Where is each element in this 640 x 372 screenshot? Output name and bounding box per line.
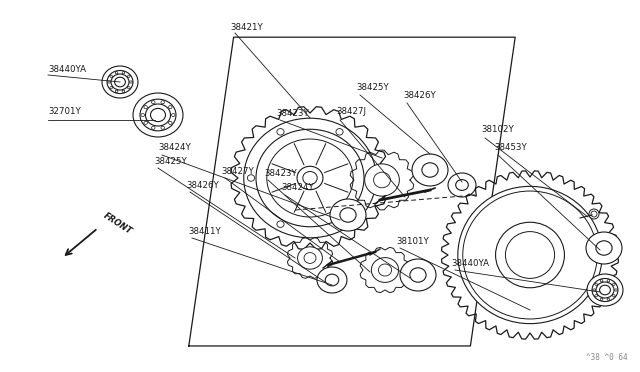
Ellipse shape xyxy=(592,279,618,302)
Ellipse shape xyxy=(133,93,183,137)
Text: 38102Y: 38102Y xyxy=(481,125,514,135)
Ellipse shape xyxy=(378,264,392,276)
Ellipse shape xyxy=(371,257,399,282)
Ellipse shape xyxy=(448,173,476,197)
Ellipse shape xyxy=(298,247,323,269)
Text: FRONT: FRONT xyxy=(102,211,134,236)
Text: 38427J: 38427J xyxy=(336,108,366,116)
Text: 38423Y: 38423Y xyxy=(264,169,297,177)
Ellipse shape xyxy=(267,139,353,217)
Text: 38101Y: 38101Y xyxy=(396,237,429,246)
Ellipse shape xyxy=(115,77,125,87)
Text: 38427Y: 38427Y xyxy=(221,167,253,176)
Ellipse shape xyxy=(244,118,376,238)
Text: 38423Y: 38423Y xyxy=(276,109,308,118)
Ellipse shape xyxy=(587,274,623,306)
Text: 38424Y: 38424Y xyxy=(281,183,314,192)
Ellipse shape xyxy=(340,208,356,222)
Text: 38425Y: 38425Y xyxy=(154,157,187,166)
Ellipse shape xyxy=(456,180,468,190)
Ellipse shape xyxy=(102,66,138,98)
Ellipse shape xyxy=(400,259,436,291)
Ellipse shape xyxy=(304,253,316,263)
Text: 32701Y: 32701Y xyxy=(48,108,81,116)
Ellipse shape xyxy=(150,108,166,122)
Text: 38440YA: 38440YA xyxy=(48,65,86,74)
Text: 38426Y: 38426Y xyxy=(403,92,436,100)
Ellipse shape xyxy=(458,186,602,324)
Ellipse shape xyxy=(365,164,399,196)
Ellipse shape xyxy=(297,166,323,190)
Ellipse shape xyxy=(596,241,612,255)
Ellipse shape xyxy=(317,267,347,293)
Ellipse shape xyxy=(600,285,611,295)
Ellipse shape xyxy=(495,222,564,288)
Ellipse shape xyxy=(325,274,339,286)
Text: 38440YA: 38440YA xyxy=(451,259,489,267)
Ellipse shape xyxy=(506,232,555,278)
Ellipse shape xyxy=(463,191,597,319)
Text: 38426Y: 38426Y xyxy=(186,180,219,189)
Text: ^38 ^0 64: ^38 ^0 64 xyxy=(586,353,628,362)
Ellipse shape xyxy=(145,104,170,126)
Ellipse shape xyxy=(256,129,364,227)
Ellipse shape xyxy=(589,209,599,219)
Ellipse shape xyxy=(330,199,366,231)
Text: 38424Y: 38424Y xyxy=(158,142,191,151)
Ellipse shape xyxy=(107,70,133,93)
Ellipse shape xyxy=(586,232,622,264)
Text: 38411Y: 38411Y xyxy=(188,227,221,235)
Ellipse shape xyxy=(140,99,176,131)
Ellipse shape xyxy=(410,268,426,282)
Ellipse shape xyxy=(374,172,390,188)
Ellipse shape xyxy=(303,171,317,185)
Text: 38425Y: 38425Y xyxy=(356,83,388,93)
Text: 38421Y: 38421Y xyxy=(230,22,263,32)
Ellipse shape xyxy=(596,282,614,298)
Ellipse shape xyxy=(111,74,129,90)
Text: 38453Y: 38453Y xyxy=(494,144,527,153)
Ellipse shape xyxy=(422,163,438,177)
Ellipse shape xyxy=(412,154,448,186)
